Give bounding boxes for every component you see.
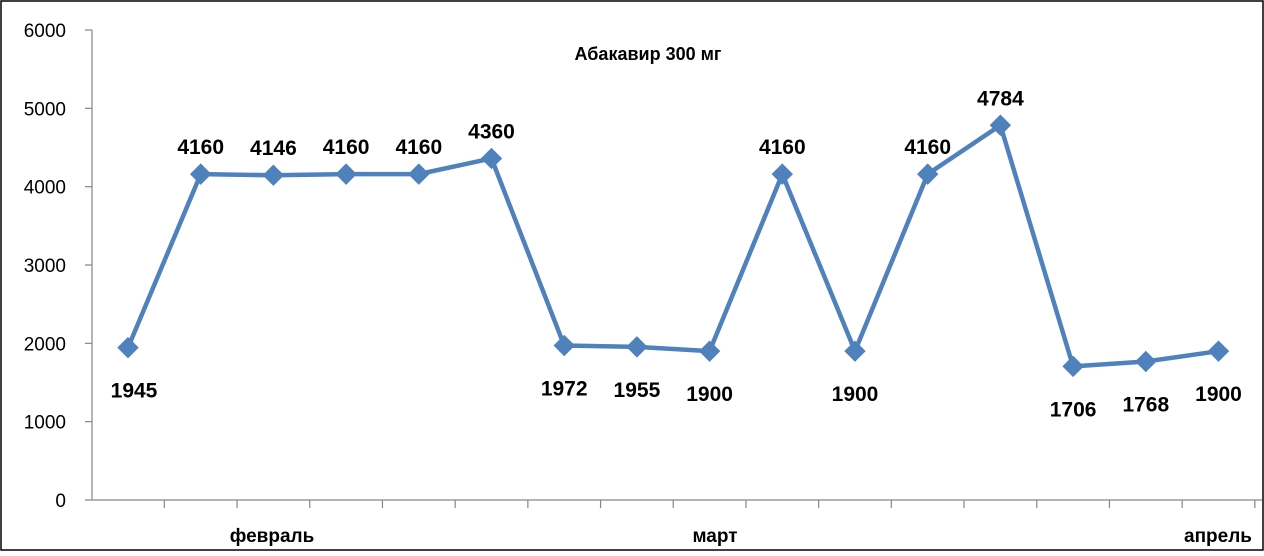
data-label: 1945 xyxy=(111,380,158,403)
data-point xyxy=(408,163,430,185)
data-point xyxy=(916,163,939,185)
data-point xyxy=(335,163,357,185)
data-point xyxy=(262,164,285,186)
data-point xyxy=(480,147,503,170)
chart-title: Абакавир 300 мг xyxy=(575,44,722,64)
data-label: 4160 xyxy=(323,136,370,159)
data-point xyxy=(189,163,212,185)
data-point xyxy=(1135,350,1157,373)
plot-area: 1945 4160 4146 4160 4160 4360 1972 1955 1900 4160… xyxy=(111,87,1242,421)
axes: 0 1000 2000 3000 4000 5000 6000 февраль март апре… xyxy=(24,21,1262,547)
y-tick-label: 3000 xyxy=(24,256,66,277)
data-point xyxy=(626,336,648,358)
y-tick-label: 2000 xyxy=(24,334,66,355)
x-category-label: март xyxy=(692,526,737,547)
data-point xyxy=(117,336,139,359)
data-point xyxy=(553,334,575,357)
data-label: 4160 xyxy=(395,136,442,159)
data-label: 4360 xyxy=(468,120,515,143)
y-tick-label: 1000 xyxy=(24,413,66,434)
y-tick-label: 0 xyxy=(55,491,66,512)
data-label: 1900 xyxy=(832,383,879,406)
data-label: 4160 xyxy=(904,136,951,159)
y-tick-label: 5000 xyxy=(24,99,66,120)
series-line xyxy=(125,123,1219,369)
data-label: 4160 xyxy=(177,136,224,159)
data-point xyxy=(698,340,721,362)
x-category-label: февраль xyxy=(230,526,315,547)
data-point xyxy=(1062,355,1084,378)
data-label: 1900 xyxy=(1195,383,1242,406)
data-label: 4160 xyxy=(759,136,806,159)
data-label: 1706 xyxy=(1050,398,1097,421)
data-label: 4146 xyxy=(250,137,297,160)
data-label: 1955 xyxy=(614,379,661,402)
data-label: 1768 xyxy=(1122,394,1169,417)
x-category-label: апрель xyxy=(1184,526,1252,547)
data-label: 1900 xyxy=(686,383,733,406)
y-tick-label: 4000 xyxy=(24,178,66,199)
data-point xyxy=(844,340,866,362)
data-point xyxy=(771,163,794,185)
data-label: 4784 xyxy=(977,87,1024,110)
data-point xyxy=(989,114,1012,136)
y-tick-label: 6000 xyxy=(24,21,66,42)
data-label: 1972 xyxy=(541,378,588,401)
data-point xyxy=(1207,340,1230,362)
